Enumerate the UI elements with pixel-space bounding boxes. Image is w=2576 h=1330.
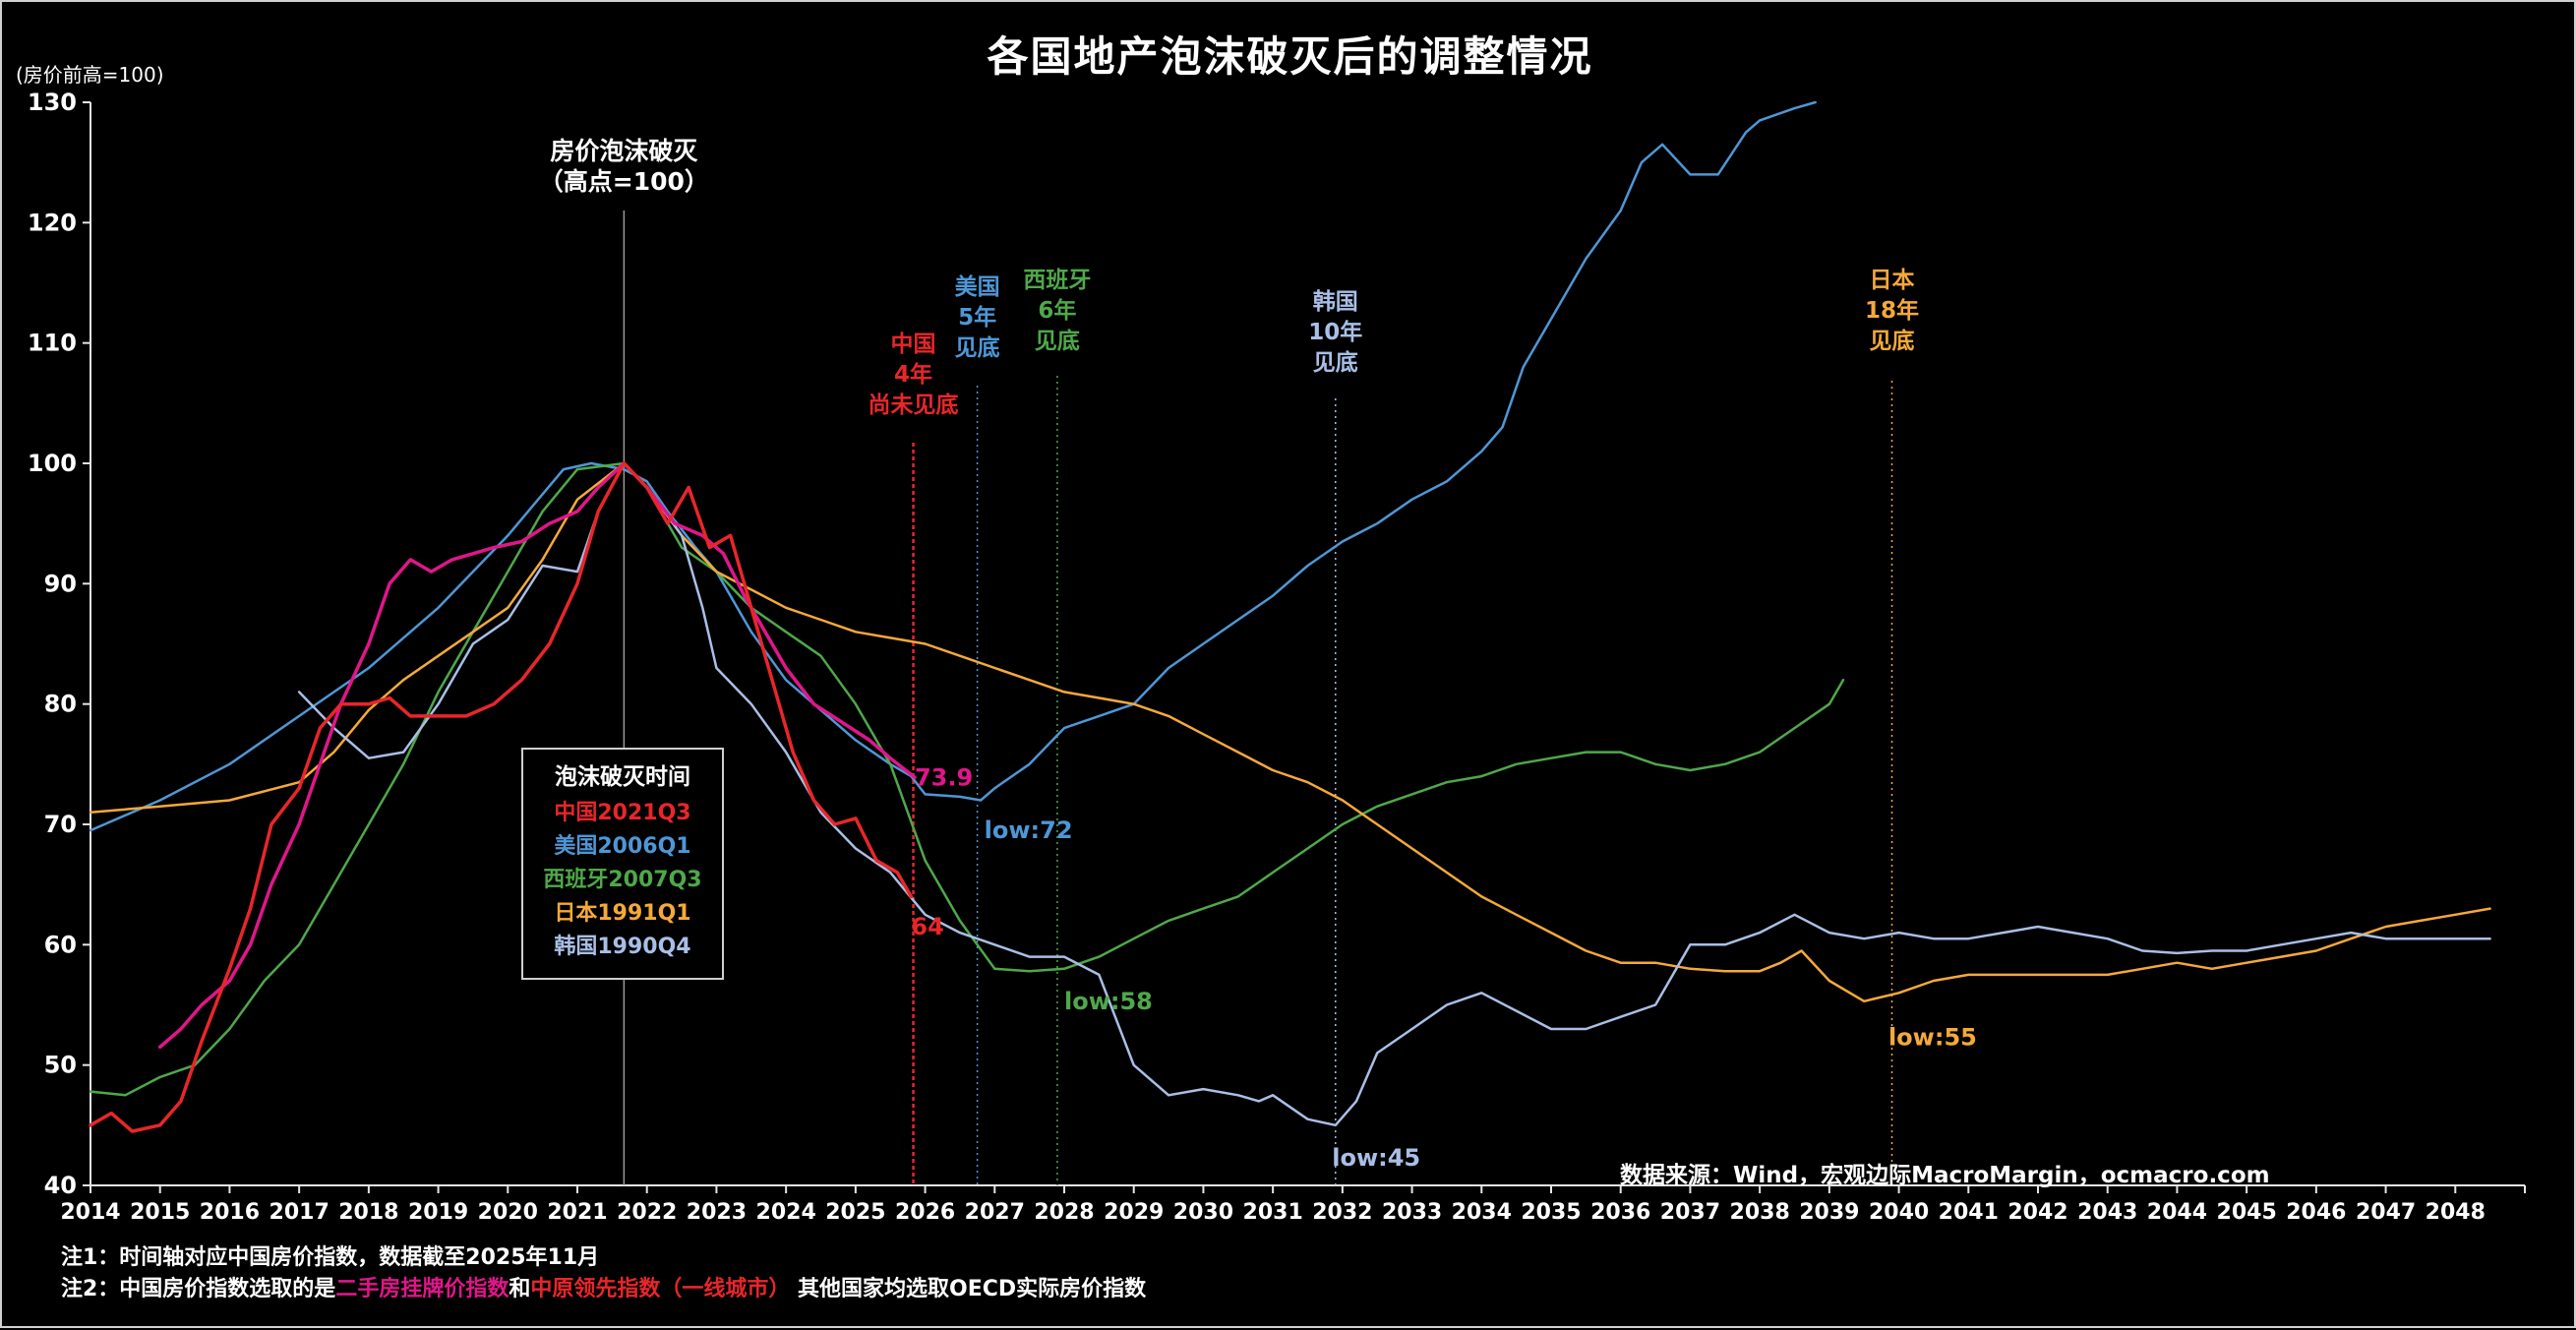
legend-item-usa: 美国2006Q1 [554, 834, 691, 859]
y-tick-label: 90 [44, 570, 77, 597]
x-tick-label: 2040 [1869, 1200, 1929, 1225]
y-tick-label: 120 [28, 209, 77, 236]
annotation-text-spain: 6年 [1038, 297, 1076, 324]
series-line-1 [89, 461, 1845, 1097]
y-tick-label: 70 [44, 811, 77, 838]
annotation-text-usa: 5年 [958, 304, 996, 331]
annotation-text-korea: 10年 [1308, 319, 1362, 345]
y-tick-label: 130 [28, 89, 77, 116]
y-tick-label: 110 [28, 330, 77, 357]
value-label: low:45 [1332, 1144, 1420, 1172]
y-tick-label: 40 [44, 1172, 77, 1199]
annotation-text-peak: 房价泡沫破灭 [550, 137, 698, 165]
annotation-text-spain: 见底 [1035, 328, 1080, 354]
x-tick-label: 2047 [2356, 1200, 2416, 1225]
annotation-text-china: 4年 [894, 361, 932, 388]
x-tick-label: 2045 [2217, 1200, 2277, 1225]
annotation-text-japan: 日本 [1870, 268, 1915, 293]
footnote-2-prefix: 注2：中国房价指数选取的是 [61, 1277, 336, 1301]
legend: 泡沫破灭时间 中国2021Q3 美国2006Q1 西班牙2007Q3 日本199… [521, 748, 724, 980]
x-tick-label: 2033 [1382, 1200, 1442, 1225]
x-tick-label: 2046 [2286, 1200, 2346, 1225]
footnote-2-mid: 和 [509, 1277, 531, 1301]
x-tick-label: 2021 [547, 1200, 607, 1225]
annotation-text-china: 中国 [891, 332, 936, 357]
y-tick-label: 60 [44, 931, 77, 958]
x-tick-label: 2027 [965, 1200, 1025, 1225]
x-tick-label: 2044 [2147, 1200, 2207, 1225]
footnote-2-pink-term: 二手房挂牌价指数 [335, 1277, 509, 1301]
x-tick-label: 2017 [270, 1200, 329, 1225]
x-tick-label: 2041 [1939, 1200, 1999, 1225]
x-tick-label: 2020 [478, 1200, 538, 1225]
y-tick-label: 50 [44, 1052, 77, 1079]
annotation-text-peak: （高点=100） [539, 167, 709, 196]
x-tick-label: 2029 [1104, 1200, 1164, 1225]
value-labels: 73.9 64 low:72 low:58 low:45 low:55 [911, 763, 1976, 1172]
legend-item-japan: 日本1991Q1 [554, 901, 691, 926]
x-tick-label: 2016 [200, 1200, 260, 1225]
x-tick-label: 2042 [2007, 1200, 2067, 1225]
annotation-text-japan: 18年 [1865, 297, 1919, 324]
annotation-text-usa: 美国 [955, 273, 1000, 300]
x-tick-label: 2022 [617, 1200, 677, 1225]
value-label: low:55 [1888, 1024, 1977, 1052]
x-tick-label: 2026 [895, 1200, 955, 1225]
value-label: 73.9 [915, 763, 973, 791]
x-tick-label: 2038 [1730, 1200, 1790, 1225]
x-tick-label: 2014 [60, 1200, 120, 1225]
x-tick-label: 2025 [825, 1200, 885, 1225]
x-tick-label: 2019 [408, 1200, 468, 1225]
x-tick-label: 2030 [1173, 1200, 1233, 1225]
data-source: 数据来源：Wind，宏观边际MacroMargin，ocmacro.com [1620, 1163, 2270, 1188]
value-label: low:58 [1064, 988, 1153, 1015]
x-tick-label: 2015 [130, 1200, 190, 1225]
y-axis-unit-label: (房价前高=100) [16, 63, 164, 87]
legend-title: 泡沫破灭时间 [555, 764, 690, 790]
annotation-lines [623, 211, 1893, 1185]
chart-title: 各国地产泡沫破灭后的调整情况 [987, 32, 1593, 81]
y-tick-label: 80 [44, 691, 77, 718]
annotation-text-usa: 见底 [955, 334, 1000, 361]
x-tick-label: 2028 [1034, 1200, 1094, 1225]
x-tick-label: 2031 [1243, 1200, 1303, 1225]
value-label: low:72 [985, 816, 1073, 844]
x-tick-label: 2024 [756, 1200, 816, 1225]
x-tick-label: 2048 [2426, 1200, 2486, 1225]
annotation-text-china: 尚未见底 [869, 392, 959, 418]
x-tick-label: 2035 [1521, 1200, 1581, 1225]
footnote-2-red-term: 中原领先指数（一线城市） [530, 1277, 791, 1301]
annotation-text-spain: 西班牙 [1023, 268, 1091, 293]
series-line-5 [89, 461, 914, 1133]
legend-item-china: 中国2021Q3 [554, 801, 691, 825]
annotation-text-korea: 见底 [1313, 349, 1358, 376]
x-tick-label: 2032 [1312, 1200, 1372, 1225]
series-line-2 [89, 461, 2491, 1003]
axes-layer: 40 50 60 70 80 90 100 110 120 130 2014 2015 2016 2017… [28, 89, 2526, 1225]
footnote-2-suffix: 其他国家均选取OECD实际房价指数 [790, 1277, 1147, 1301]
annotation-text-korea: 韩国 [1313, 288, 1358, 315]
legend-item-korea: 韩国1990Q4 [554, 935, 691, 959]
value-label: 64 [911, 913, 943, 940]
x-tick-label: 2039 [1799, 1200, 1859, 1225]
x-tick-label: 2036 [1590, 1200, 1650, 1225]
x-tick-label: 2018 [338, 1200, 398, 1225]
footnote-2: 注2：中国房价指数选取的是二手房挂牌价指数和中原领先指数（一线城市） 其他国家均… [61, 1271, 1146, 1302]
annotation-text-japan: 见底 [1870, 328, 1915, 354]
y-tick-label: 100 [28, 450, 77, 477]
series-line-0 [89, 100, 1817, 832]
x-tick-label: 2043 [2077, 1200, 2137, 1225]
x-tick-label: 2034 [1452, 1200, 1512, 1225]
x-tick-label: 2023 [687, 1200, 747, 1225]
x-tick-label: 2037 [1660, 1200, 1720, 1225]
footnote-1: 注1：时间轴对应中国房价指数，数据截至2025年11月 [61, 1245, 600, 1270]
series-line-4 [157, 461, 917, 1050]
legend-item-spain: 西班牙2007Q3 [543, 868, 702, 892]
series-layer [89, 100, 2491, 1133]
